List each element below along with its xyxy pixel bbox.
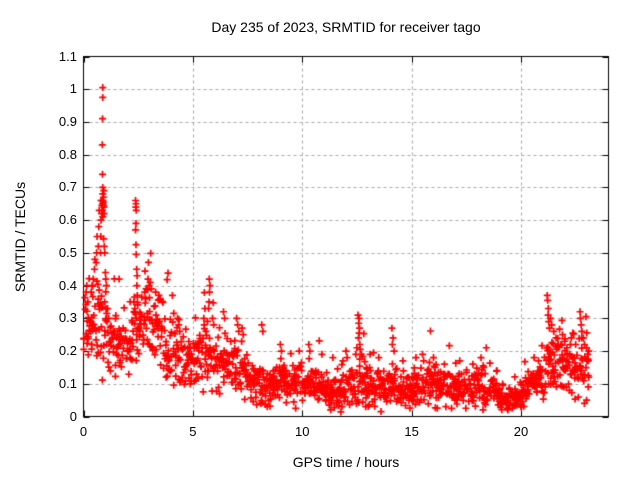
y-tick-label: 0.9 bbox=[58, 113, 77, 129]
y-tick-label: 0.8 bbox=[58, 146, 77, 162]
chart-title: Day 235 of 2023, SRMTID for receiver tag… bbox=[211, 19, 481, 35]
x-tick-label: 20 bbox=[513, 424, 529, 439]
x-tick-label: 15 bbox=[404, 424, 419, 439]
y-tick-label: 0.3 bbox=[58, 310, 77, 326]
y-tick-label: 0.2 bbox=[58, 343, 77, 359]
y-axis-label: SRMTID / TECUs bbox=[12, 181, 28, 293]
y-tick-label: 1 bbox=[69, 81, 77, 97]
y-tick-label: 0 bbox=[69, 408, 77, 424]
x-tick-label: 5 bbox=[189, 424, 197, 439]
y-tick-label: 0.7 bbox=[58, 179, 77, 195]
x-tick-label: 10 bbox=[295, 424, 310, 439]
y-tick-label: 0.5 bbox=[58, 244, 77, 260]
x-tick-label: 0 bbox=[79, 424, 88, 439]
x-axis-label: GPS time / hours bbox=[292, 454, 400, 470]
y-tick-label: 0.6 bbox=[58, 212, 77, 228]
y-tick-label: 0.4 bbox=[58, 277, 77, 293]
y-tick-label: 0.1 bbox=[58, 375, 77, 391]
y-tick-label: 1.1 bbox=[58, 48, 77, 64]
